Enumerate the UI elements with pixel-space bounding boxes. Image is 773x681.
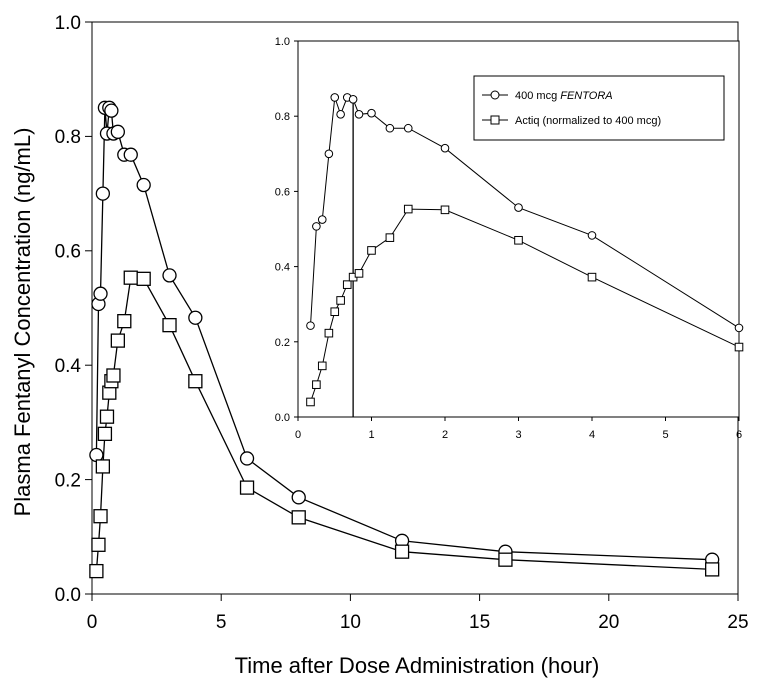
inset-series-1-point xyxy=(514,203,523,212)
inset-series-1-point xyxy=(587,231,597,240)
inset-series-2-point xyxy=(734,342,744,352)
legend-label-2: Actiq (normalized to 400 mcg) xyxy=(515,115,661,127)
main-x-tick-label: 25 xyxy=(727,612,748,633)
main-series-1-line xyxy=(95,106,713,561)
legend-marker-1 xyxy=(490,90,500,100)
main-series-1-point xyxy=(123,147,138,162)
main-x-tick-label: 15 xyxy=(469,612,490,633)
inset-series-1-point xyxy=(440,143,450,153)
inset-series-1-point xyxy=(385,123,395,133)
main-series-2-point xyxy=(97,426,113,441)
inset-x-tick-label: 0 xyxy=(295,429,301,441)
inset-y-tick-label: 0.8 xyxy=(275,111,290,123)
inset-series-2-point xyxy=(317,361,327,371)
inset-series-1-point xyxy=(330,93,340,102)
inset-series-1-point xyxy=(317,215,327,224)
main-series-1-point xyxy=(188,310,203,325)
legend-label-1: 400 mcg FENTORA xyxy=(515,90,613,102)
main-y-tick-label: 0.6 xyxy=(55,242,81,263)
main-series-2-point xyxy=(123,270,138,285)
main-x-tick-label: 5 xyxy=(216,612,227,633)
inset-series-1-point xyxy=(403,123,413,133)
main-y-tick-label: 0.8 xyxy=(55,127,81,148)
inset-y-tick-label: 0.4 xyxy=(275,262,290,274)
inset-y-tick-label: 0.2 xyxy=(275,337,290,349)
main-y-tick-label: 1.0 xyxy=(55,13,81,34)
inset-series-2-point xyxy=(330,307,340,317)
main-series-2-point xyxy=(498,552,513,567)
inset-series-1-point xyxy=(734,323,744,333)
main-x-tick-label: 10 xyxy=(340,612,361,633)
main-x-axis-title: Time after Dose Administration (hour) xyxy=(235,653,600,678)
main-series-2-point xyxy=(162,318,177,333)
inset-legend: 400 mcg FENTORA Actiq (normalized to 400 … xyxy=(473,75,725,141)
main-series-1-point xyxy=(162,268,177,283)
inset-series-2-point xyxy=(336,296,345,305)
inset-series-1-point xyxy=(306,321,315,330)
inset-y-tick-label: 1.0 xyxy=(275,36,290,48)
inset-series-2-point xyxy=(342,280,352,289)
inset-plot: 0 1 2 3 4 5 6 0.0 0.2 0.4 0.6 0.8 1.0 400 mcg FENTORA… xyxy=(275,36,744,441)
main-y-tick-label: 0.4 xyxy=(55,356,82,377)
inset-x-tick-label: 5 xyxy=(662,429,668,441)
main-series-1-point xyxy=(110,124,125,139)
main-series-2-point xyxy=(394,544,410,559)
main-series-1-point xyxy=(136,177,151,193)
inset-series-2-point xyxy=(312,380,321,389)
inset-x-tick-label: 1 xyxy=(368,429,374,441)
main-series-2-point xyxy=(239,480,255,495)
main-y-tick-label: 0.0 xyxy=(55,585,81,606)
inset-x-tick-label: 6 xyxy=(736,429,742,441)
inset-series-1-line xyxy=(310,96,740,329)
inset-series-1-point xyxy=(324,149,334,159)
inset-x-tick-label: 3 xyxy=(515,429,521,441)
inset-series-2-point xyxy=(514,235,523,245)
inset-series-1-point xyxy=(348,94,358,104)
inset-x-tick-label: 2 xyxy=(442,429,448,441)
inset-series-2-point xyxy=(403,204,413,214)
main-series-2-point xyxy=(89,563,104,579)
main-series-2-point xyxy=(291,510,306,525)
legend-frame xyxy=(473,75,725,141)
main-series-2-point xyxy=(91,537,106,552)
main-plot: 0 5 10 15 20 250.00.20.40.60.81.0 xyxy=(55,13,749,633)
main-series-2-point xyxy=(117,314,132,329)
legend-label-italic: FENTORA xyxy=(560,90,612,102)
inset-series-2-point xyxy=(324,328,334,338)
main-series-1-point xyxy=(239,451,255,466)
main-series-2-point xyxy=(99,409,115,424)
inset-series-2-point xyxy=(440,205,450,215)
main-series-2-point xyxy=(106,368,121,383)
inset-y-tick-label: 0.0 xyxy=(275,412,290,424)
inset-series-1-point xyxy=(336,110,345,119)
main-series-2-point xyxy=(110,333,125,348)
inset-series-2-point xyxy=(354,269,364,278)
inset-series-2-point xyxy=(367,246,376,255)
main-x-tick-label: 20 xyxy=(598,612,619,633)
inset-series-1-point xyxy=(354,110,364,119)
inset-y-tick-label: 0.6 xyxy=(275,186,290,198)
inset-series-1-point xyxy=(367,108,376,118)
main-series-1-point xyxy=(104,103,119,118)
main-series-2-point xyxy=(705,562,720,577)
main-series-2-point xyxy=(93,509,108,524)
main-series-1-point xyxy=(291,490,306,505)
inset-series-1-point xyxy=(312,222,321,231)
main-series-2-point xyxy=(136,271,151,286)
main-series-2-point xyxy=(188,374,203,389)
main-x-tick-label: 0 xyxy=(87,612,98,633)
main-series-1-point xyxy=(93,286,108,301)
inset-series-2-point xyxy=(587,272,597,282)
main-y-tick-label: 0.2 xyxy=(55,470,81,491)
main-series-2-point xyxy=(95,459,111,474)
main-series-1-point xyxy=(95,186,111,201)
inset-series-2-point xyxy=(385,233,395,242)
inset-x-tick-label: 4 xyxy=(589,429,595,441)
inset-series-2-point xyxy=(306,397,315,407)
main-y-axis-title: Plasma Fentanyl Concentration (ng/mL) xyxy=(10,128,35,517)
legend-marker-2 xyxy=(490,115,500,125)
